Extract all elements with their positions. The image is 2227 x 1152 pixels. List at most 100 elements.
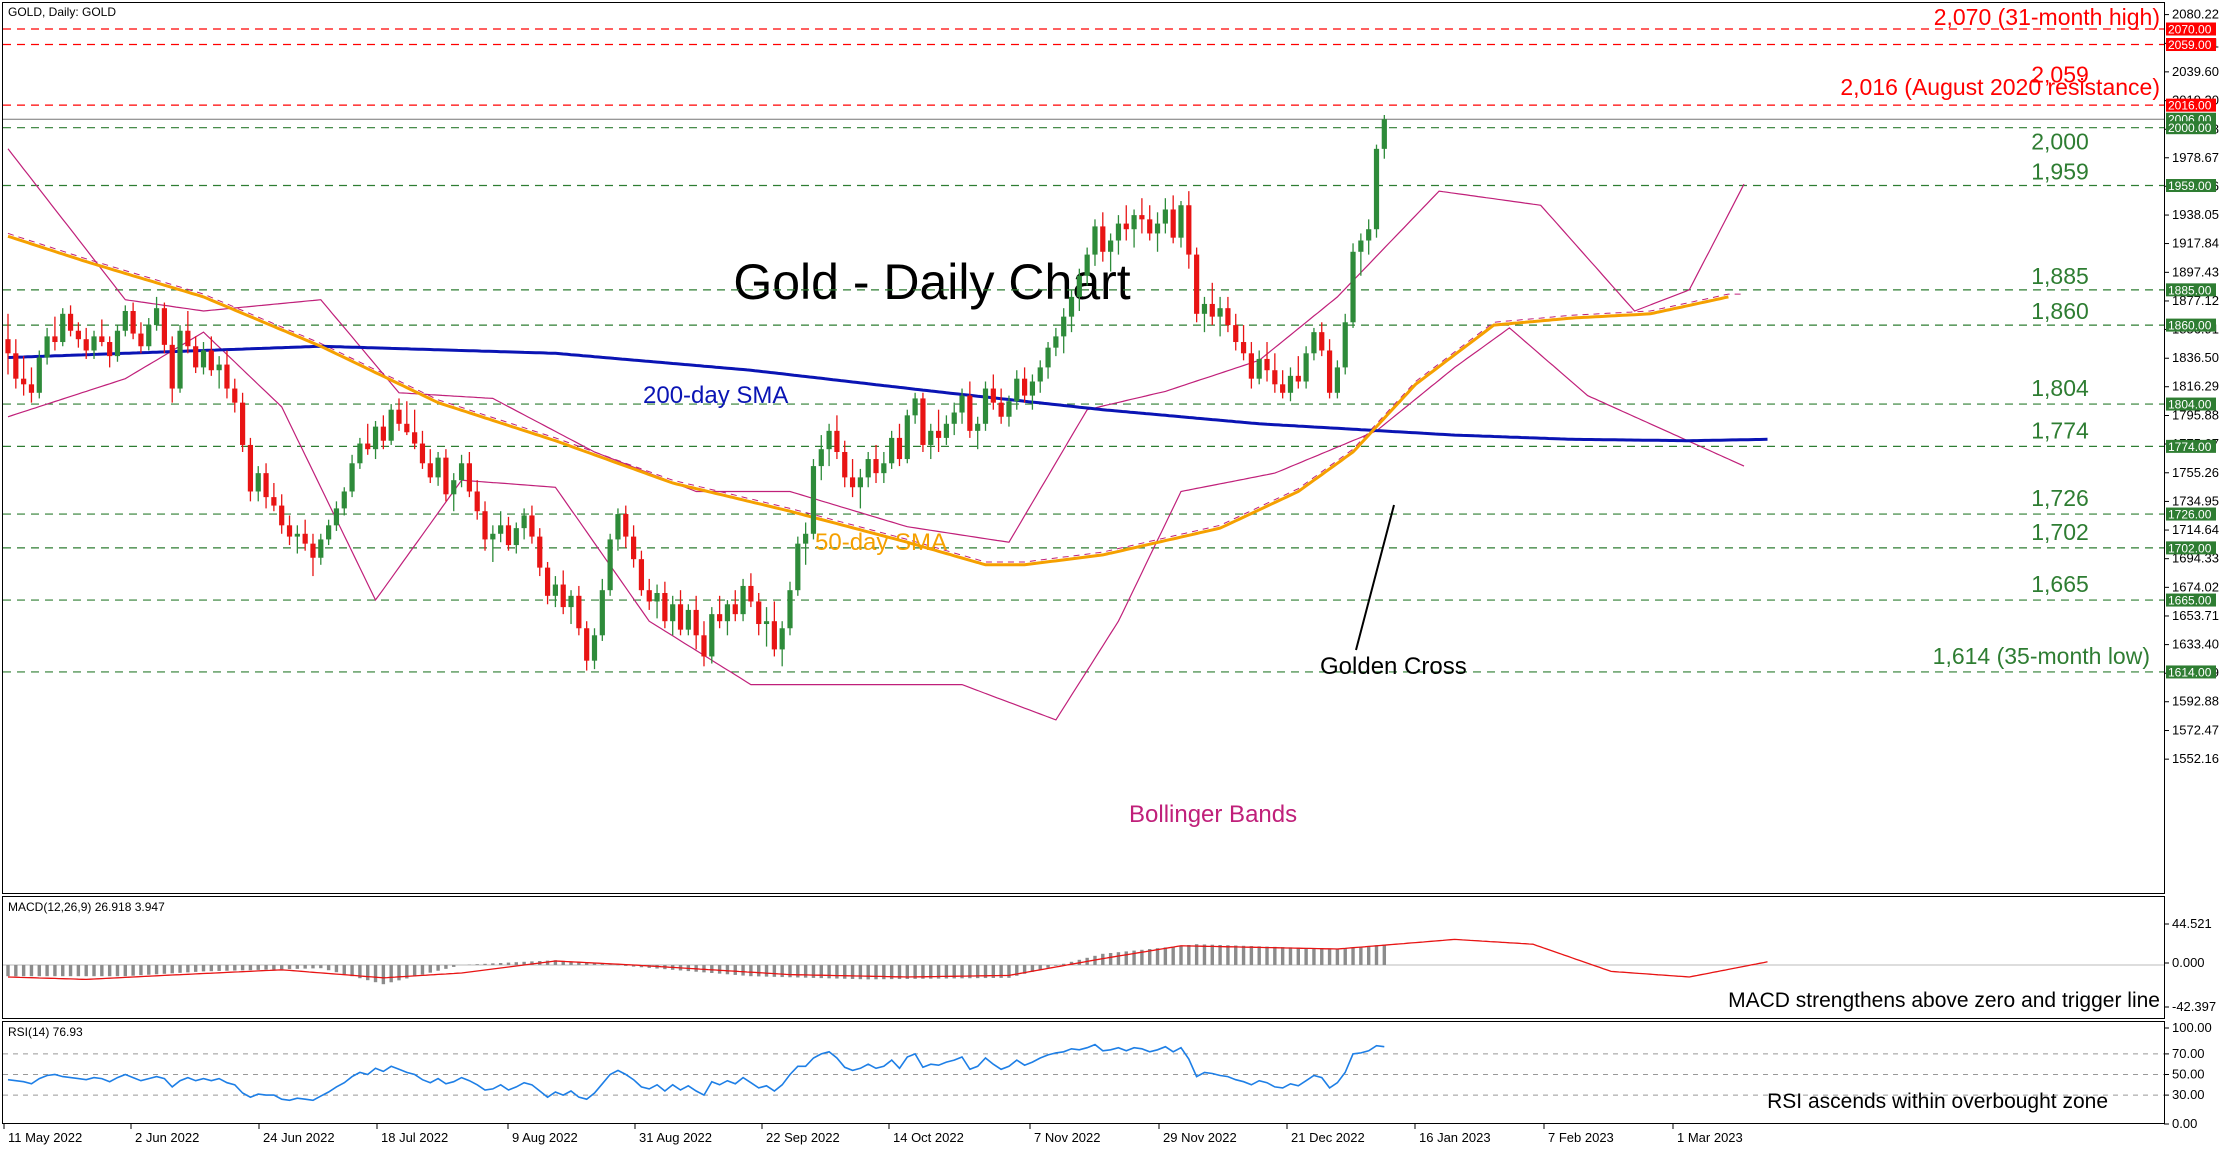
candle-body bbox=[318, 539, 324, 558]
candle-body bbox=[1029, 381, 1036, 396]
candle-body bbox=[576, 595, 582, 629]
candle-body bbox=[177, 330, 183, 389]
candle-body bbox=[826, 430, 832, 450]
candle-body bbox=[529, 515, 535, 537]
level-label: 1,959 bbox=[2031, 159, 2089, 185]
candle-body bbox=[748, 585, 754, 602]
candle-body bbox=[521, 515, 527, 529]
moving-averages bbox=[7, 234, 1768, 567]
candle-body bbox=[1358, 240, 1364, 252]
candle-body bbox=[709, 614, 715, 657]
candle-body bbox=[1115, 223, 1122, 241]
sma200-line bbox=[7, 344, 1768, 443]
candle-body bbox=[810, 466, 817, 534]
rsi-tick-label: 100.00 bbox=[2172, 1020, 2212, 1035]
candle-body bbox=[849, 477, 856, 488]
price-badge bbox=[2166, 318, 2216, 332]
level-label: 1,860 bbox=[2031, 298, 2089, 324]
candle-body bbox=[1053, 336, 1059, 348]
candle-body bbox=[1100, 226, 1106, 252]
candle-body bbox=[834, 430, 840, 452]
price-panel-frame bbox=[2, 2, 2165, 894]
candle-body bbox=[13, 353, 19, 379]
candle-body bbox=[114, 330, 121, 357]
candle-body bbox=[1256, 358, 1262, 379]
candle-body bbox=[1373, 148, 1380, 230]
candle-body bbox=[247, 444, 254, 492]
candle-body bbox=[60, 313, 66, 343]
candle-body bbox=[693, 609, 699, 636]
date-axis: 11 May 2022 2 Jun 2022 24 Jun 2022 18 Jul 2… bbox=[3, 1124, 1743, 1145]
date-tick-label: 14 Oct 2022 bbox=[893, 1130, 964, 1145]
rsi-tick-label: 30.00 bbox=[2172, 1087, 2205, 1102]
macd-panel-frame bbox=[2, 896, 2165, 1019]
candle-body bbox=[1014, 378, 1020, 402]
candle-body bbox=[1068, 296, 1075, 317]
price-badge-label: 1860.00 bbox=[2168, 319, 2212, 333]
price-badge-label: 1804.00 bbox=[2168, 398, 2212, 412]
candle-body bbox=[537, 536, 543, 568]
candle-body bbox=[912, 398, 918, 416]
candle-body bbox=[443, 457, 449, 495]
candle-body bbox=[889, 437, 895, 464]
candle-body bbox=[326, 525, 332, 540]
price-tick-label: 1633.40 bbox=[2172, 637, 2219, 652]
candle-body bbox=[724, 604, 731, 622]
candle-body bbox=[458, 463, 465, 481]
price-tick-label: 1734.95 bbox=[2172, 493, 2219, 508]
candle-body bbox=[255, 473, 261, 492]
candle-body bbox=[795, 543, 801, 591]
candle-body bbox=[1022, 378, 1028, 396]
candle-body bbox=[44, 336, 50, 358]
candle-body bbox=[216, 364, 222, 371]
candle-body bbox=[294, 533, 300, 537]
candle-body bbox=[1272, 370, 1278, 385]
candle-body bbox=[513, 528, 519, 546]
level-label: 2,016 (August 2020 resistance) bbox=[1840, 74, 2160, 100]
candle-body bbox=[99, 336, 105, 343]
sma50-line bbox=[7, 234, 1729, 567]
candle-body bbox=[552, 584, 558, 596]
price-badge bbox=[2166, 665, 2216, 679]
candle-body bbox=[967, 395, 973, 431]
candle-body bbox=[1240, 342, 1247, 354]
candle-body bbox=[701, 635, 707, 657]
candle-body bbox=[787, 590, 793, 629]
candle-body bbox=[1092, 226, 1098, 255]
rsi-tick-label: 0.00 bbox=[2172, 1116, 2197, 1131]
price-badge-label: 1774.00 bbox=[2168, 440, 2212, 454]
candle-body bbox=[803, 533, 809, 544]
sma50-label: 50-day SMA bbox=[815, 529, 947, 556]
candle-body bbox=[396, 409, 402, 424]
date-tick-label: 22 Sep 2022 bbox=[766, 1130, 840, 1145]
candle-body bbox=[286, 525, 293, 537]
candle-body bbox=[1131, 215, 1137, 230]
price-tick-label: 2039.60 bbox=[2172, 64, 2219, 79]
level-label: 2,000 bbox=[2031, 129, 2089, 155]
candle-body bbox=[404, 423, 410, 433]
candle-body bbox=[990, 388, 996, 403]
candle-body bbox=[1084, 254, 1090, 276]
date-tick-label: 24 Jun 2022 bbox=[263, 1130, 335, 1145]
candle-body bbox=[419, 443, 426, 464]
price-tick-label: 1816.29 bbox=[2172, 379, 2219, 394]
candle-body bbox=[388, 409, 394, 441]
chart-title: Gold - Daily Chart bbox=[733, 254, 1130, 310]
date-tick-label: 7 Nov 2022 bbox=[1034, 1130, 1101, 1145]
golden-cross-pointer bbox=[1355, 504, 1395, 651]
date-tick-label: 2 Jun 2022 bbox=[135, 1130, 199, 1145]
date-tick-label: 1 Mar 2023 bbox=[1677, 1130, 1743, 1145]
candle-body bbox=[1061, 316, 1067, 337]
candle-body bbox=[357, 443, 363, 464]
candle-body bbox=[1225, 308, 1231, 326]
price-tick-label: 1877.12 bbox=[2172, 293, 2219, 308]
rsi-annotation: RSI ascends within overbought zone bbox=[1767, 1090, 2108, 1113]
candle-body bbox=[1178, 205, 1184, 238]
candle-body bbox=[865, 459, 871, 478]
date-tick-label: 9 Aug 2022 bbox=[512, 1130, 578, 1145]
candle-body bbox=[412, 432, 418, 444]
candle-body bbox=[607, 539, 613, 591]
macd-tick-label: 44.521 bbox=[2172, 916, 2212, 931]
